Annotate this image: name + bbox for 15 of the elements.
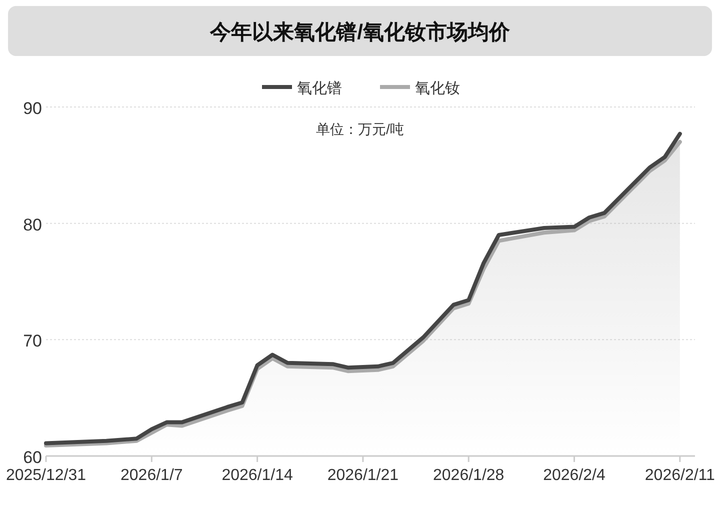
legend-label: 氧化钕 xyxy=(415,80,460,97)
x-tick-label: 2026/1/28 xyxy=(433,467,504,484)
x-tick-label: 2025/12/31 xyxy=(6,467,86,484)
y-tick-label: 90 xyxy=(23,99,42,118)
legend-label: 氧化镨 xyxy=(297,80,342,97)
x-tick-label: 2026/1/21 xyxy=(327,467,399,484)
y-tick-label: 80 xyxy=(23,215,42,234)
y-tick-label: 70 xyxy=(23,332,42,351)
x-tick-label: 2026/2/4 xyxy=(543,467,606,484)
x-tick-label: 2026/1/7 xyxy=(120,467,183,484)
x-tick-label: 2026/2/11 xyxy=(644,467,715,484)
x-tick-label: 2026/1/14 xyxy=(222,467,293,484)
chart-title: 今年以来氧化镨/氧化钕市场均价 xyxy=(209,20,511,44)
annotation: 单位：万元/吨 xyxy=(316,121,404,137)
y-tick-label: 60 xyxy=(23,448,42,467)
